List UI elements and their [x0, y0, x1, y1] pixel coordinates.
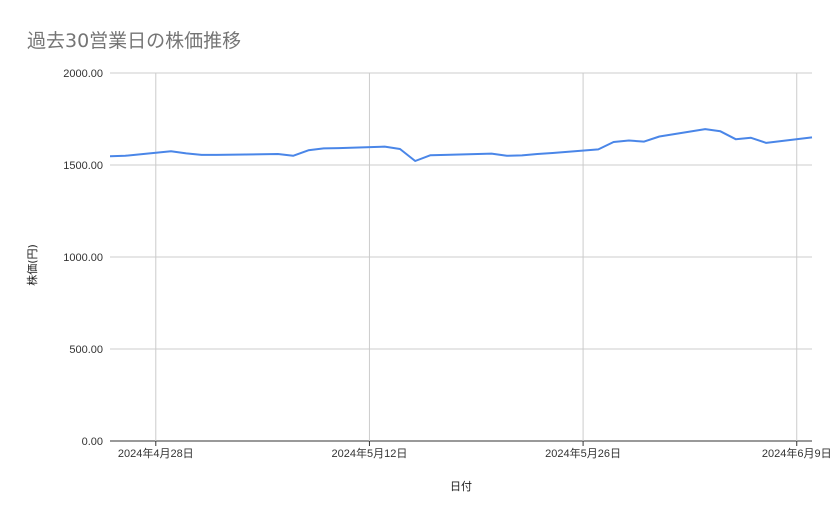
- data-point: [428, 153, 433, 158]
- data-point: [413, 159, 418, 164]
- data-point: [749, 135, 754, 140]
- data-point: [306, 148, 311, 153]
- data-point: [611, 140, 616, 145]
- data-point: [199, 152, 204, 157]
- data-point: [504, 153, 509, 158]
- data-point: [550, 151, 555, 156]
- data-point: [764, 140, 769, 145]
- data-point: [108, 154, 113, 159]
- y-axis-ticks: 0.00 500.00 1000.00 1500.00 2000.00: [63, 68, 103, 448]
- y-axis-label: 株価(円): [25, 244, 39, 286]
- data-point: [535, 152, 540, 157]
- data-point: [489, 151, 494, 156]
- y-tick-label: 1500.00: [63, 160, 103, 172]
- x-tick-label: 2024年5月26日: [545, 446, 621, 460]
- y-tick-label: 0.00: [82, 436, 103, 448]
- grid-layer: [110, 72, 812, 446]
- data-point: [520, 153, 525, 158]
- data-point: [123, 153, 128, 158]
- x-tick-label: 2024年6月9日: [762, 446, 832, 460]
- chart-title: 過去30営業日の株価推移: [27, 30, 242, 52]
- data-point: [810, 135, 815, 140]
- data-point: [657, 134, 662, 139]
- data-point: [382, 144, 387, 149]
- data-point: [169, 149, 174, 154]
- data-point: [214, 152, 219, 157]
- y-tick-label: 500.00: [69, 344, 103, 356]
- data-point: [733, 137, 738, 142]
- x-tick-label: 2024年5月12日: [332, 446, 408, 460]
- data-point: [626, 138, 631, 143]
- data-point: [718, 129, 723, 134]
- y-tick-label: 2000.00: [63, 68, 103, 80]
- data-point: [596, 147, 601, 152]
- x-tick-label: 2024年4月28日: [118, 446, 194, 460]
- data-point: [443, 152, 448, 157]
- y-tick-label: 1000.00: [63, 252, 103, 264]
- series-layer: [108, 127, 815, 164]
- data-point: [275, 152, 280, 157]
- series-line: [109, 128, 813, 162]
- x-axis-ticks: 2024年4月28日 2024年5月12日 2024年5月26日 2024年6月9日: [118, 446, 832, 460]
- data-point: [642, 139, 647, 144]
- data-point: [336, 146, 341, 151]
- data-point: [291, 153, 296, 158]
- x-axis-label: 日付: [450, 480, 472, 493]
- data-point: [398, 147, 403, 152]
- data-point: [703, 127, 708, 132]
- data-point: [321, 146, 326, 151]
- data-point: [184, 151, 189, 156]
